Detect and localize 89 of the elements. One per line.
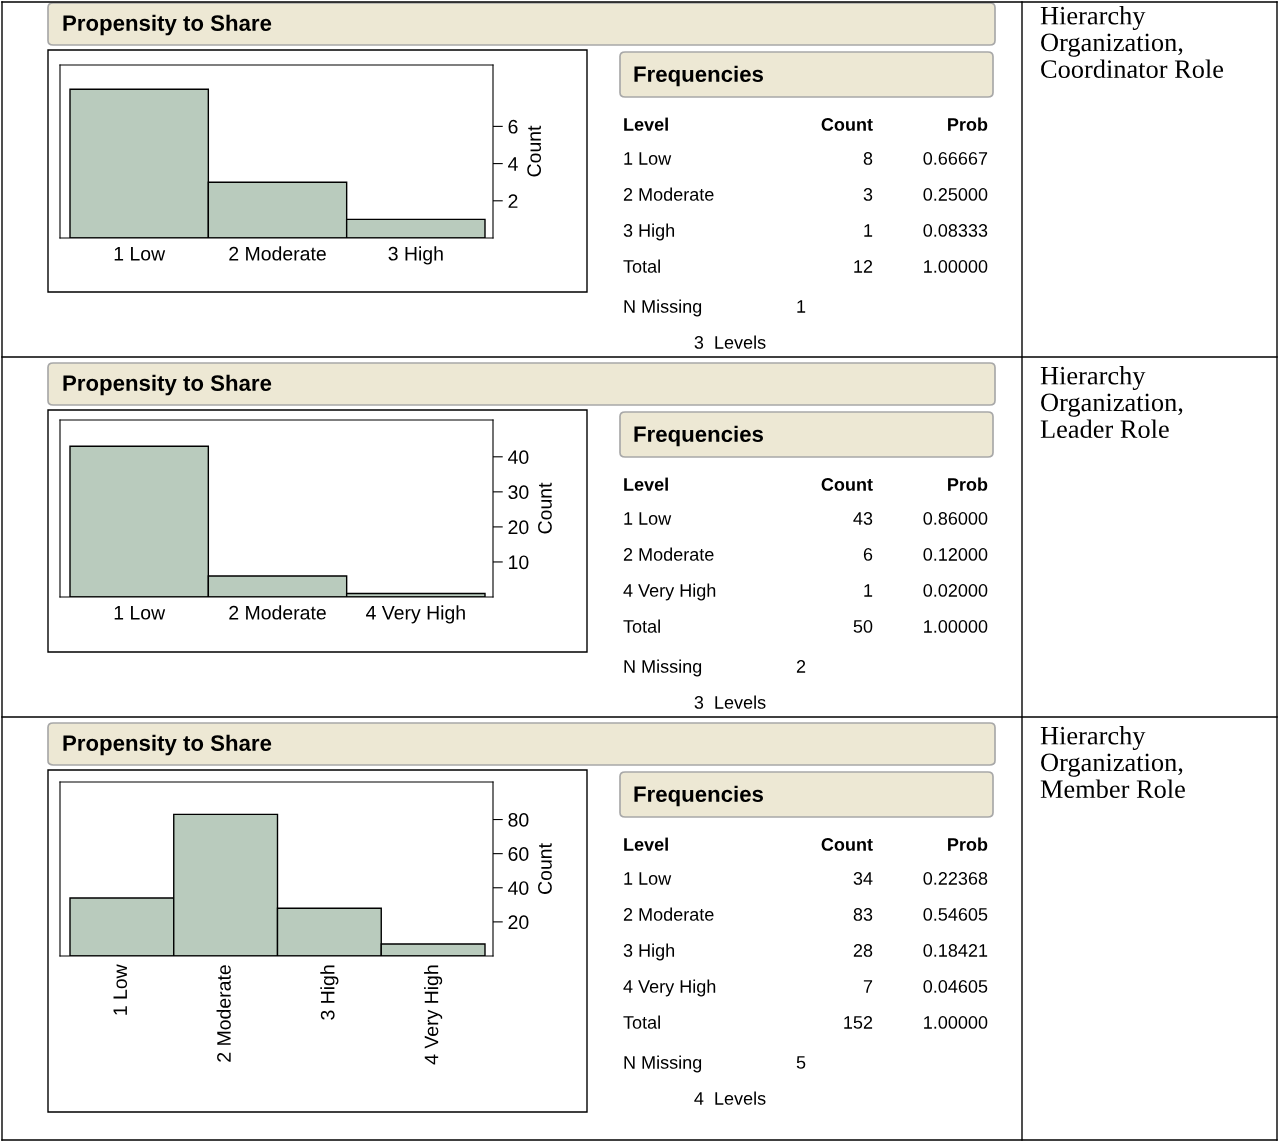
y-axis-title: Count bbox=[538, 482, 552, 534]
text: 0.86000 bbox=[923, 512, 988, 525]
text: Hierarchy Organization, Coordinator Role bbox=[1040, 6, 1224, 79]
text: 6 bbox=[863, 548, 873, 561]
text: Total bbox=[623, 619, 660, 633]
text: Count bbox=[821, 118, 873, 131]
text: 3 bbox=[863, 188, 873, 201]
y-tick-label: 20 bbox=[508, 520, 529, 535]
category-label: 4 Very High bbox=[623, 583, 716, 601]
category-label: 1 Low bbox=[624, 152, 672, 165]
text: 43 bbox=[853, 512, 873, 525]
category-label: 3 High bbox=[623, 223, 675, 241]
x-tick-label: 2 Moderate bbox=[216, 965, 231, 1062]
text: 5 bbox=[796, 1056, 806, 1069]
text: Prob bbox=[948, 837, 988, 851]
text: Hierarchy Organization, Member Role bbox=[1040, 726, 1185, 799]
y-tick-label: 40 bbox=[508, 881, 529, 895]
text: Total bbox=[623, 259, 660, 273]
text: 34 bbox=[853, 872, 873, 885]
y-tick-label: 6 bbox=[508, 119, 518, 134]
text: 3 Levels bbox=[694, 695, 766, 709]
text: 1 bbox=[797, 300, 806, 313]
text: Prob bbox=[948, 117, 988, 131]
y-axis-title: Count bbox=[538, 843, 552, 894]
text: 2 bbox=[796, 660, 806, 673]
text: Frequencies bbox=[634, 785, 763, 807]
text: 1 bbox=[864, 584, 873, 597]
y-axis-title: Count bbox=[527, 125, 542, 177]
text: Level bbox=[624, 837, 668, 851]
y-tick-label: 4 bbox=[508, 157, 518, 171]
text: Prob bbox=[948, 477, 988, 491]
y-tick-label: 30 bbox=[508, 485, 529, 500]
y-tick-label: 80 bbox=[508, 813, 529, 827]
text: N Missing bbox=[624, 299, 702, 317]
category-label: 2 Moderate bbox=[623, 907, 714, 921]
text: Count bbox=[821, 478, 873, 491]
text: 0.12000 bbox=[923, 548, 988, 561]
text: 0.22368 bbox=[923, 872, 988, 885]
text: 8 bbox=[863, 152, 873, 165]
category-label: 2 Moderate bbox=[623, 187, 714, 201]
x-tick-label: 1 Low bbox=[114, 606, 166, 620]
text: 1.00000 bbox=[924, 260, 988, 273]
text: 4 Levels bbox=[694, 1091, 766, 1105]
text: 0.18421 bbox=[923, 944, 988, 957]
category-label: 3 High bbox=[623, 943, 675, 961]
x-tick-label: 2 Moderate bbox=[229, 605, 326, 620]
text: 7 bbox=[863, 980, 873, 993]
y-tick-label: 10 bbox=[509, 555, 529, 570]
x-tick-label: 4 Very High bbox=[424, 965, 443, 1065]
y-tick-label: 40 bbox=[508, 450, 529, 465]
text: 0.04605 bbox=[923, 980, 988, 993]
chart-title: Propensity to Share bbox=[63, 14, 272, 36]
text: Frequencies bbox=[634, 65, 763, 87]
text: 0.08333 bbox=[923, 224, 988, 237]
text: 0.54605 bbox=[923, 908, 988, 921]
text: Total bbox=[623, 1015, 660, 1029]
chart-title: Propensity to Share bbox=[63, 734, 272, 756]
text: 0.02000 bbox=[923, 584, 988, 597]
text: 3 Levels bbox=[694, 335, 766, 349]
text: 28 bbox=[853, 944, 873, 957]
text: 0.66667 bbox=[923, 152, 988, 165]
chart-title: Propensity to Share bbox=[63, 374, 272, 396]
category-label: 1 Low bbox=[624, 872, 672, 885]
text: Level bbox=[624, 117, 668, 131]
y-tick-label: 20 bbox=[508, 915, 529, 930]
text: Hierarchy Organization, Leader Role bbox=[1040, 366, 1183, 439]
text: 0.25000 bbox=[923, 188, 988, 201]
text: N Missing bbox=[624, 659, 702, 677]
text: Count bbox=[821, 838, 873, 851]
y-tick-label: 60 bbox=[508, 847, 529, 861]
x-tick-label: 2 Moderate bbox=[229, 246, 326, 261]
x-tick-label: 3 High bbox=[388, 246, 443, 265]
text: 50 bbox=[853, 620, 873, 633]
text: 12 bbox=[854, 260, 873, 273]
text: 152 bbox=[844, 1016, 873, 1029]
x-tick-label: 3 High bbox=[320, 965, 339, 1020]
text: 83 bbox=[853, 908, 873, 921]
x-tick-label: 4 Very High bbox=[366, 605, 465, 624]
x-tick-label: 1 Low bbox=[113, 964, 128, 1015]
text: 1.00000 bbox=[924, 1016, 988, 1029]
category-label: 1 Low bbox=[624, 512, 672, 525]
text: Level bbox=[624, 477, 668, 491]
text: 1 bbox=[864, 224, 873, 237]
text: N Missing bbox=[624, 1055, 702, 1073]
y-tick-label: 2 bbox=[508, 194, 518, 208]
text: Frequencies bbox=[634, 425, 763, 447]
text: 1.00000 bbox=[924, 620, 988, 633]
x-tick-label: 1 Low bbox=[114, 247, 166, 261]
category-label: 2 Moderate bbox=[623, 547, 714, 561]
